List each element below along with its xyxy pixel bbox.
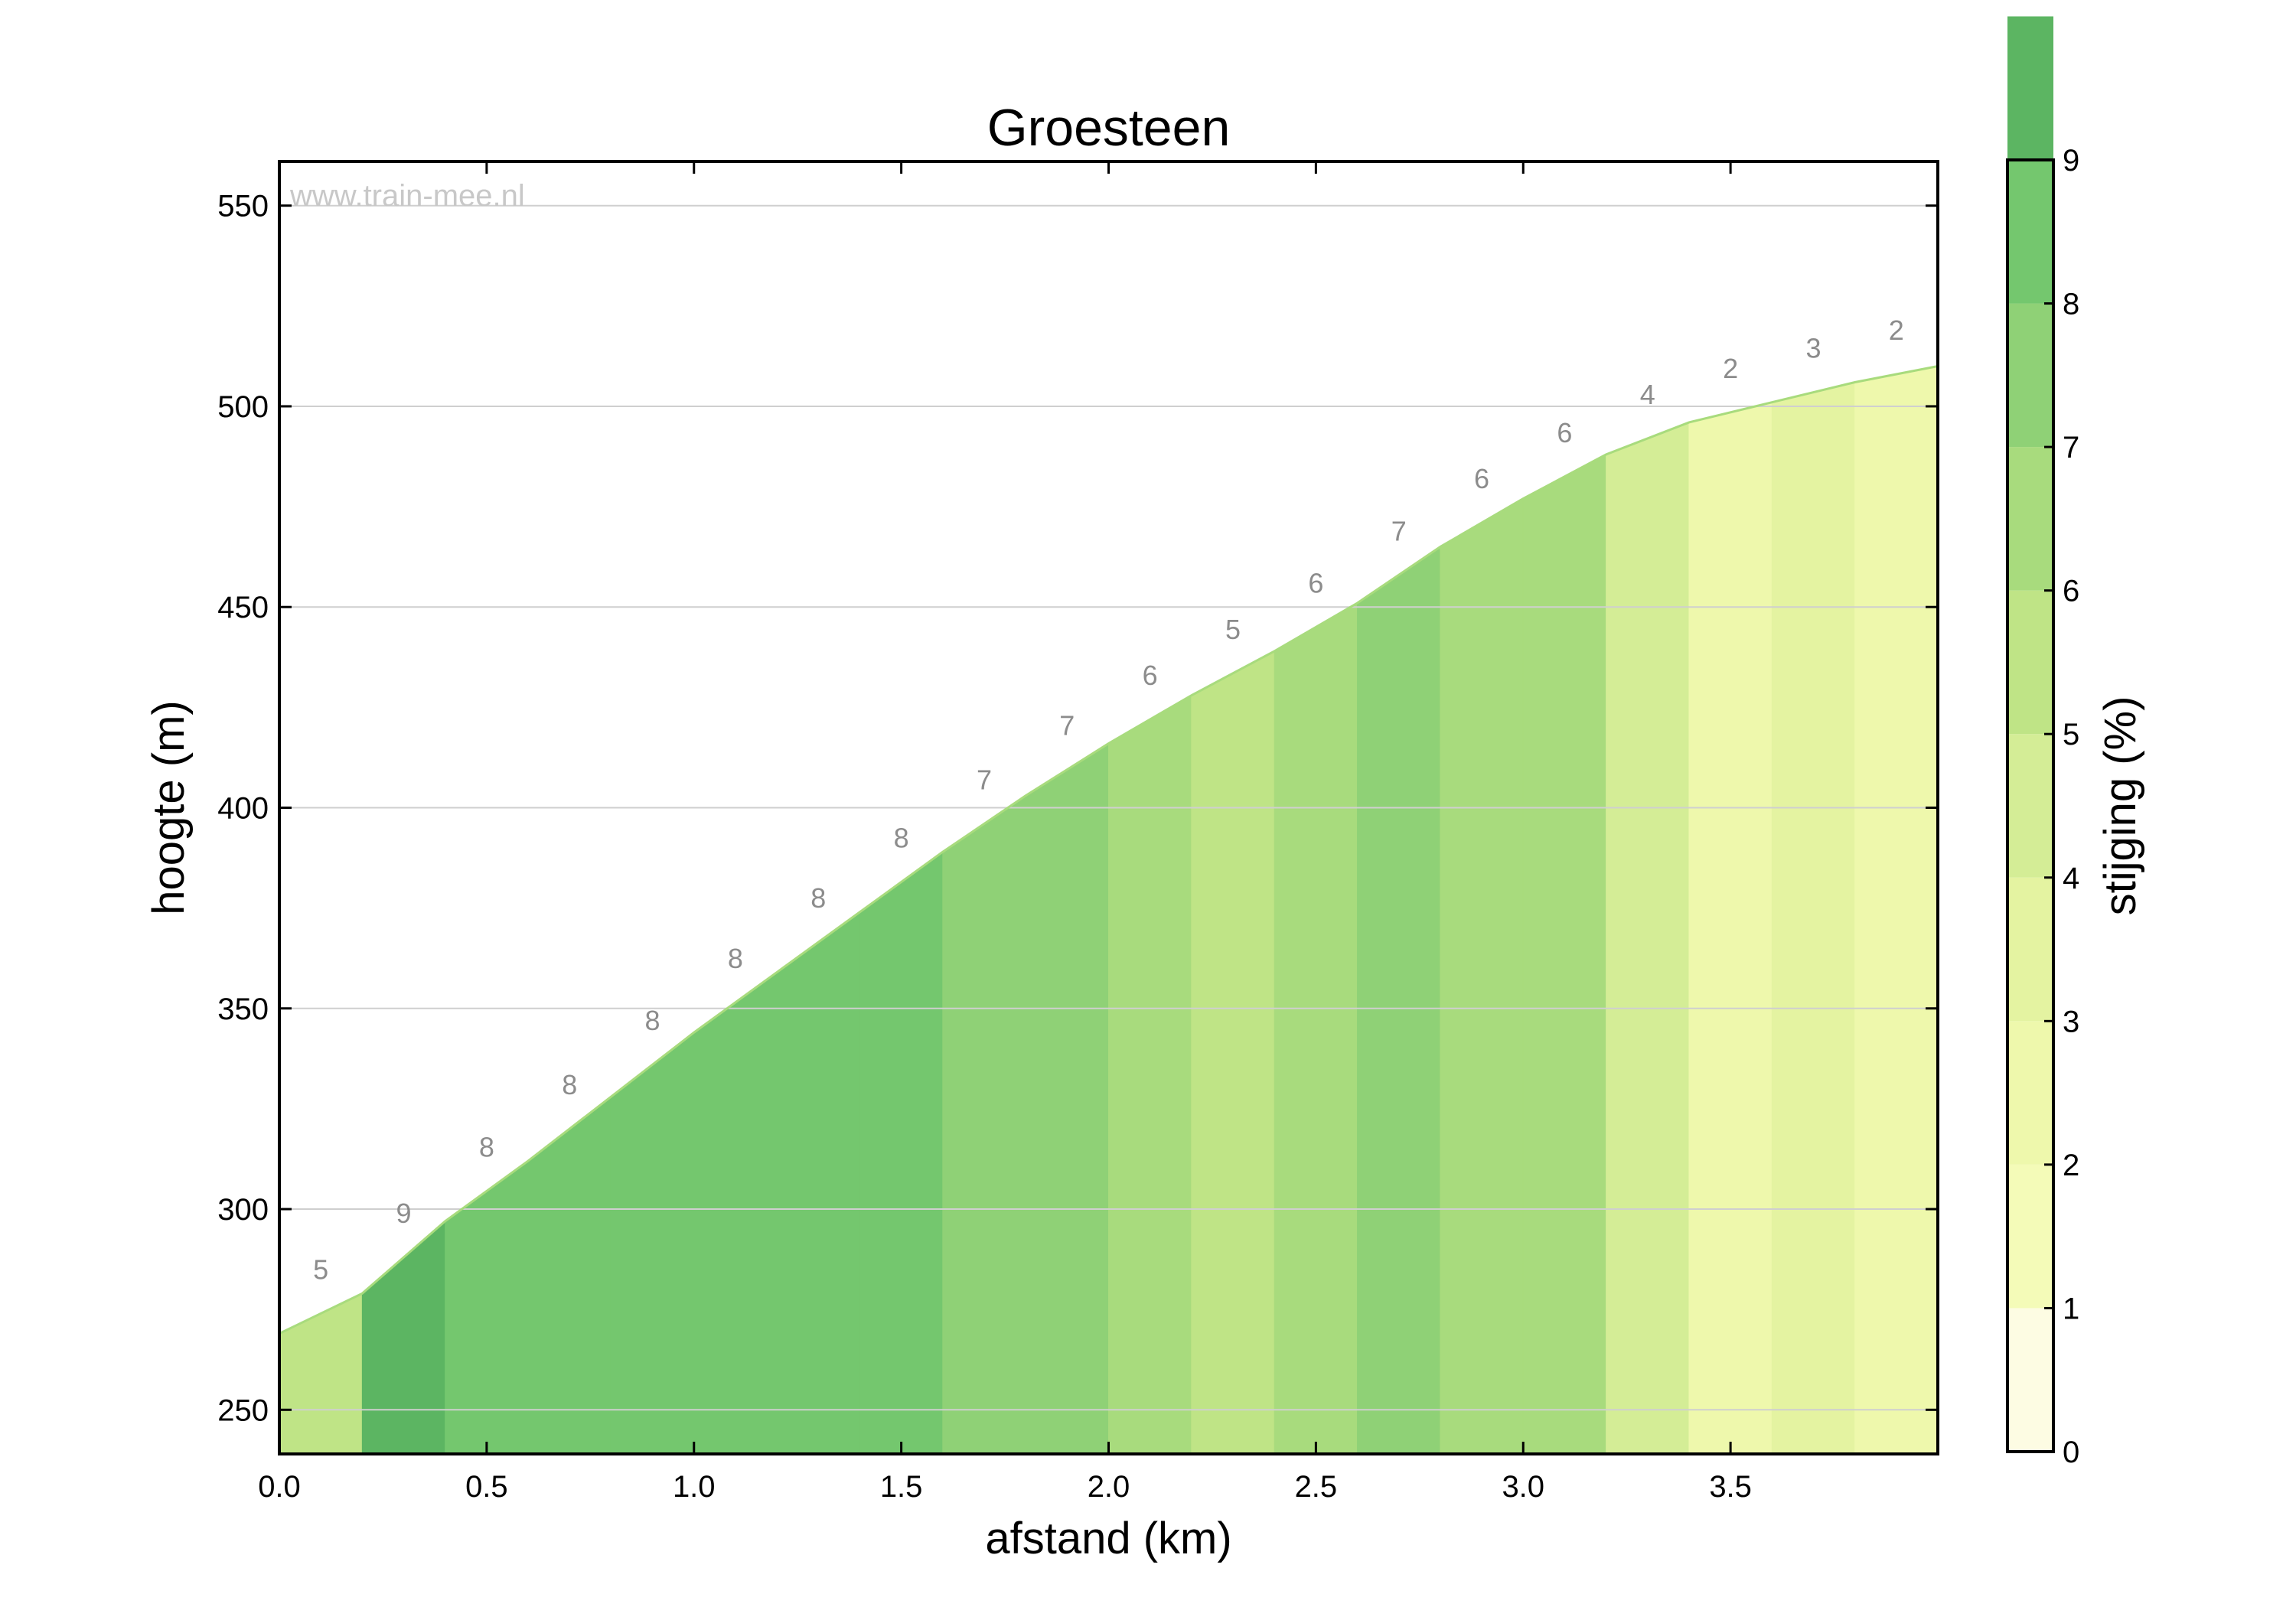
grade-band xyxy=(1108,694,1192,1455)
y-tick-label: 300 xyxy=(217,1193,269,1227)
x-axis-title: afstand (km) xyxy=(985,1514,1231,1563)
y-tick-label: 450 xyxy=(217,591,269,624)
colorbar-tick-label: 0 xyxy=(2063,1436,2079,1469)
grade-band xyxy=(1357,546,1441,1455)
grade-label: 6 xyxy=(1474,463,1489,494)
colorbar-frame xyxy=(2006,158,2055,1453)
colorbar-band xyxy=(2007,1021,2053,1165)
y-axis-title: hoogte (m) xyxy=(144,700,194,914)
colorbar-tick-label: 7 xyxy=(2063,431,2079,464)
colorbar-tick-label: 1 xyxy=(2063,1292,2079,1325)
y-tick-label: 550 xyxy=(217,190,269,223)
colorbar-tick-label: 5 xyxy=(2063,718,2079,751)
colorbar-title: stijging (%) xyxy=(2095,696,2145,916)
grade-band xyxy=(776,911,860,1455)
grade-label: 6 xyxy=(1143,660,1158,691)
y-tick-label: 250 xyxy=(217,1393,269,1427)
grid-lines xyxy=(279,204,1938,1411)
profile-line-group xyxy=(279,365,1939,1335)
y-tick-label: 400 xyxy=(217,792,269,826)
colorbar-band xyxy=(2007,590,2053,735)
colorbar-band xyxy=(2007,1164,2053,1309)
colorbar-band xyxy=(2007,303,2053,448)
y-tick-label: 500 xyxy=(217,390,269,424)
colorbar-tick-label: 2 xyxy=(2063,1149,2079,1182)
colorbar-tick-label: 4 xyxy=(2063,862,2079,895)
x-tick-label: 1.0 xyxy=(673,1470,716,1504)
x-tick-label: 1.5 xyxy=(880,1470,923,1504)
grade-label: 9 xyxy=(396,1198,412,1229)
colorbar-tick-label: 9 xyxy=(2063,144,2079,178)
grade-band xyxy=(279,1292,363,1455)
grade-label: 5 xyxy=(1225,614,1241,645)
x-tick-label: 2.0 xyxy=(1088,1470,1130,1504)
grade-label: 7 xyxy=(1391,515,1407,546)
grade-band xyxy=(1274,602,1358,1455)
grade-band xyxy=(693,971,778,1455)
grade-label: 5 xyxy=(313,1253,328,1285)
grade-band xyxy=(859,851,944,1455)
colorbar-band xyxy=(2007,160,2053,304)
grade-band xyxy=(942,794,1026,1455)
colorbar-band xyxy=(2007,1308,2053,1452)
grade-label: 8 xyxy=(562,1069,577,1100)
grade-label: 8 xyxy=(645,1005,660,1036)
grade-band xyxy=(1688,402,1773,1455)
y-axis: 250 300 350 400 450 500 550 xyxy=(217,190,1938,1427)
colorbar-band xyxy=(2007,16,2053,161)
grade-band xyxy=(1522,454,1607,1455)
grade-labels: 5 9 8 8 8 8 8 8 7 7 6 5 6 7 6 6 4 2 3 2 xyxy=(313,315,1904,1285)
grade-band xyxy=(1606,422,1690,1455)
colorbar-tick-label: 6 xyxy=(2063,575,2079,608)
grade-label: 2 xyxy=(1889,315,1904,346)
x-tick-label: 2.5 xyxy=(1295,1470,1338,1504)
chart-title: Groesteen xyxy=(987,99,1231,157)
grade-label: 3 xyxy=(1805,333,1821,364)
grade-band xyxy=(1025,742,1109,1455)
x-tick-label: 0.0 xyxy=(258,1470,301,1504)
colorbar-band xyxy=(2007,447,2053,591)
grade-band xyxy=(610,1032,695,1455)
colorbar-tick-label: 8 xyxy=(2063,288,2079,321)
grade-band xyxy=(1771,381,1856,1455)
grade-label: 8 xyxy=(810,882,826,914)
grade-label: 8 xyxy=(728,943,743,974)
y-tick-label: 350 xyxy=(217,993,269,1026)
x-tick-label: 3.0 xyxy=(1502,1470,1544,1504)
colorbar-band xyxy=(2007,877,2053,1022)
grade-label: 8 xyxy=(894,823,909,854)
grade-label: 8 xyxy=(479,1131,494,1162)
grade-label: 4 xyxy=(1640,379,1655,410)
watermark: www.train-mee.nl xyxy=(289,179,525,213)
x-tick-label: 3.5 xyxy=(1709,1470,1752,1504)
colorbar-band xyxy=(2007,734,2053,878)
colorbar-tick-label: 3 xyxy=(2063,1005,2079,1038)
grade-label: 2 xyxy=(1723,353,1738,384)
grade-label: 7 xyxy=(1059,710,1075,742)
grade-band xyxy=(1440,497,1524,1455)
grade-label: 7 xyxy=(977,764,992,795)
x-tick-label: 0.5 xyxy=(465,1470,508,1504)
profile-line xyxy=(279,365,1939,1335)
grade-label: 6 xyxy=(1557,417,1572,448)
grade-bands xyxy=(279,365,1939,1455)
grade-band xyxy=(1191,650,1275,1455)
grade-label: 6 xyxy=(1308,567,1323,598)
x-axis: 0.0 0.5 1.0 1.5 2.0 2.5 3.0 3.5 xyxy=(258,161,1752,1504)
colorbar: 0 1 2 3 4 5 6 7 8 9 xyxy=(2006,16,2079,1469)
grade-band xyxy=(1854,365,1939,1455)
